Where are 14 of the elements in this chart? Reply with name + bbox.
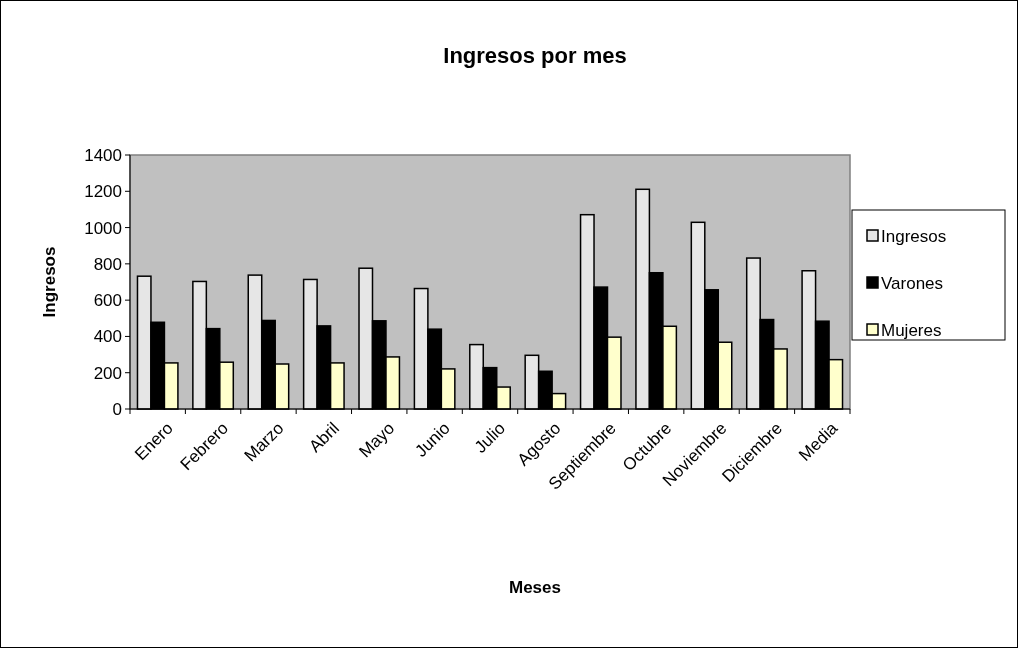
legend-label: Varones	[881, 273, 944, 293]
y-tick-label: 1400	[84, 145, 122, 165]
y-tick-label: 1200	[84, 182, 122, 202]
y-tick-label: 200	[93, 363, 122, 383]
legend-label: Ingresos	[881, 226, 947, 246]
y-tick-label: 0	[112, 399, 122, 419]
x-axis-title: Meses	[509, 578, 561, 597]
y-tick-label: 400	[93, 327, 122, 347]
y-tick-label: 800	[93, 254, 122, 274]
chart-title: Ingresos por mes	[443, 43, 627, 68]
y-tick-label: 1000	[84, 218, 122, 238]
y-axis-title: Ingresos	[40, 246, 59, 318]
y-tick-label: 600	[93, 291, 122, 311]
legend-label: Mujeres	[881, 320, 942, 340]
